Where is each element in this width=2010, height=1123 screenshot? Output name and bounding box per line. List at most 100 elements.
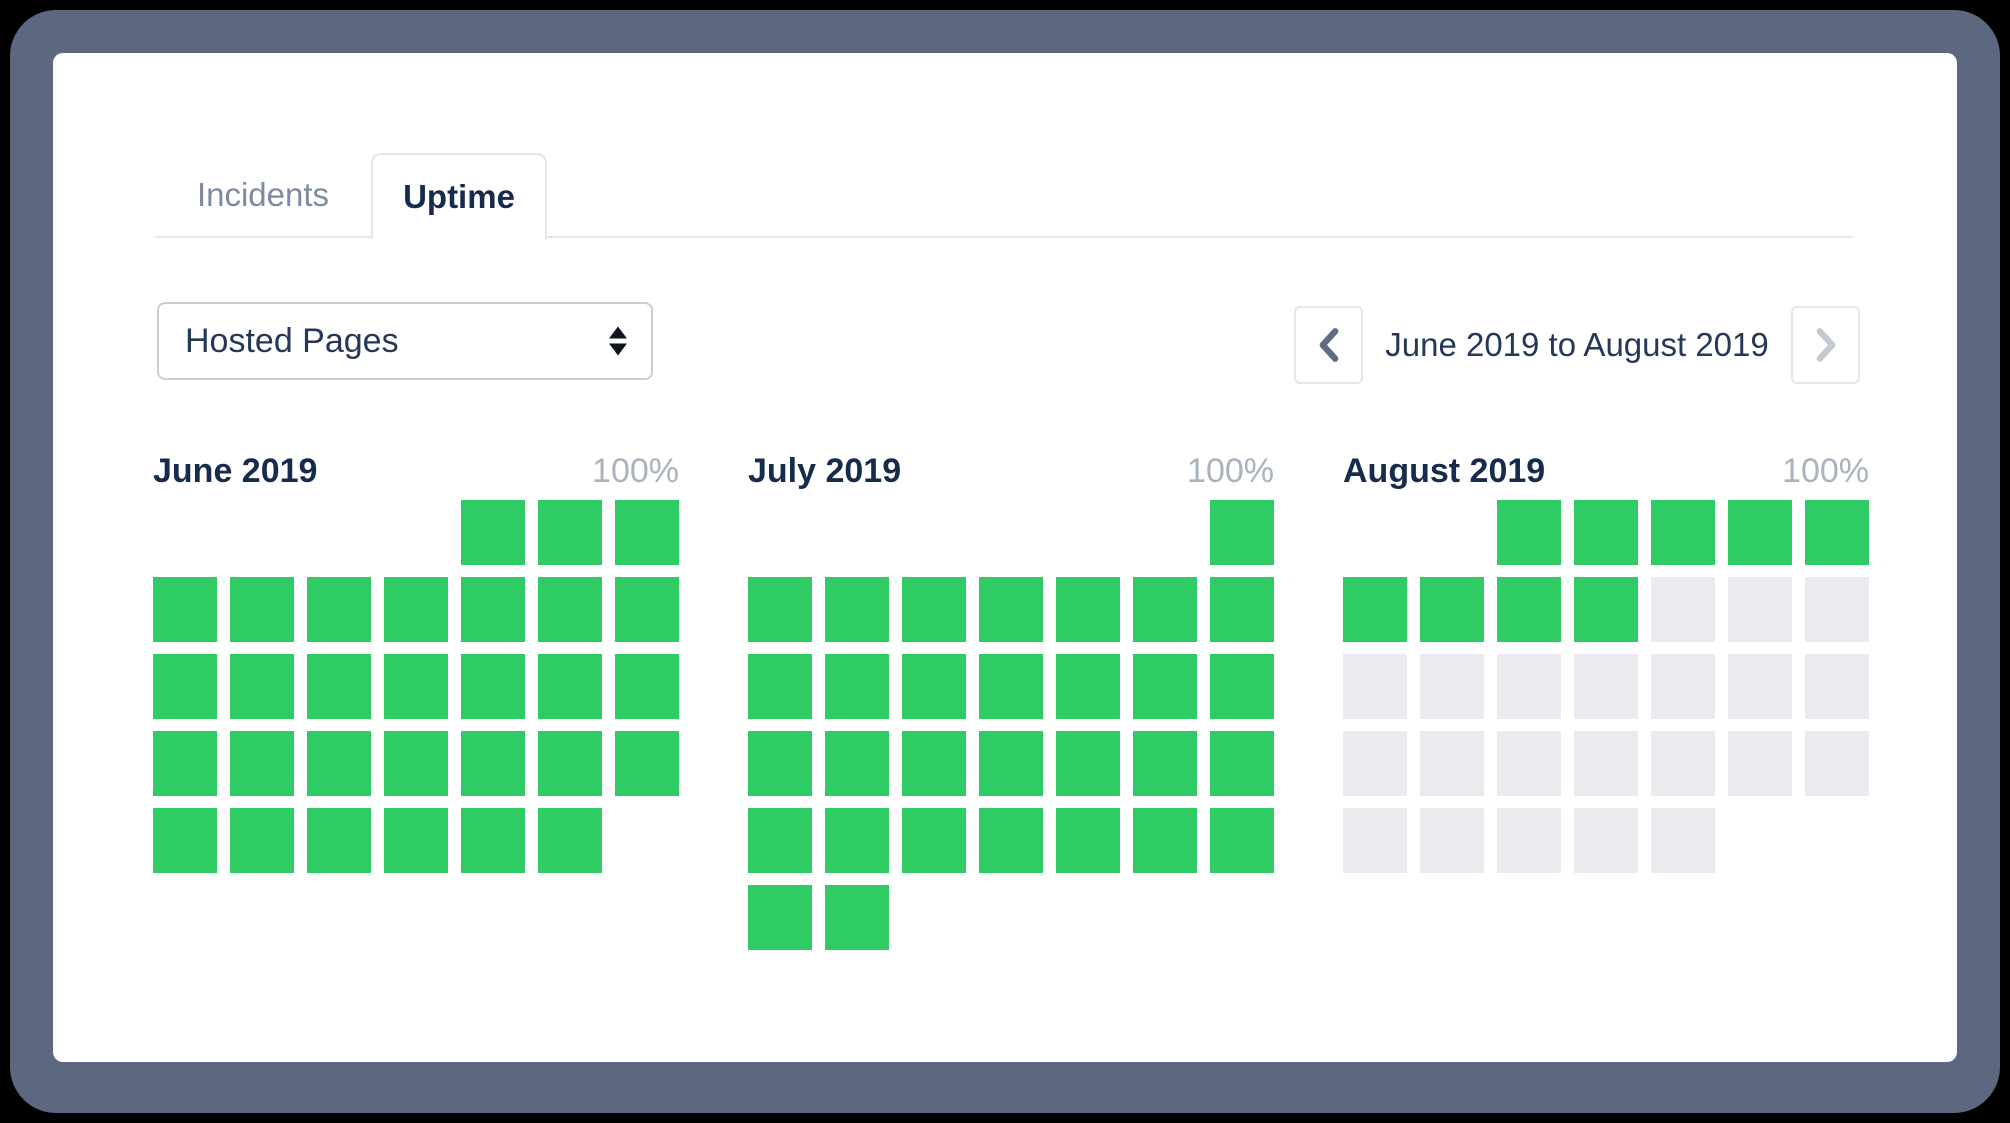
uptime-day-up[interactable] [615, 654, 679, 719]
uptime-day-up[interactable] [1210, 808, 1274, 873]
tab-uptime[interactable]: Uptime [371, 153, 547, 239]
uptime-day-up[interactable] [979, 731, 1043, 796]
uptime-day-up[interactable] [461, 654, 525, 719]
uptime-day-future[interactable] [1574, 731, 1638, 796]
page-selector[interactable]: Hosted Pages [157, 302, 653, 380]
uptime-day-up[interactable] [1056, 654, 1120, 719]
uptime-day-up[interactable] [307, 808, 371, 873]
uptime-day-up[interactable] [1210, 731, 1274, 796]
uptime-day-up[interactable] [979, 577, 1043, 642]
uptime-day-up[interactable] [1133, 654, 1197, 719]
uptime-day-up[interactable] [230, 654, 294, 719]
uptime-day-up[interactable] [979, 654, 1043, 719]
uptime-day-up[interactable] [1805, 500, 1869, 565]
uptime-day-up[interactable] [1210, 654, 1274, 719]
uptime-day-future[interactable] [1805, 577, 1869, 642]
uptime-day-up[interactable] [230, 577, 294, 642]
uptime-day-up[interactable] [1497, 577, 1561, 642]
uptime-day-up[interactable] [538, 808, 602, 873]
uptime-day-up[interactable] [1574, 577, 1638, 642]
uptime-day-up[interactable] [153, 731, 217, 796]
uptime-day-up[interactable] [979, 808, 1043, 873]
uptime-day-up[interactable] [1210, 577, 1274, 642]
uptime-day-up[interactable] [307, 654, 371, 719]
uptime-day-future[interactable] [1420, 808, 1484, 873]
uptime-day-up[interactable] [384, 808, 448, 873]
uptime-day-up[interactable] [384, 577, 448, 642]
uptime-day-up[interactable] [461, 500, 525, 565]
tab-incidents[interactable]: Incidents [155, 153, 371, 237]
uptime-day-up[interactable] [748, 577, 812, 642]
uptime-day-future[interactable] [1497, 808, 1561, 873]
uptime-day-up[interactable] [615, 500, 679, 565]
uptime-day-up[interactable] [153, 577, 217, 642]
uptime-day-future[interactable] [1651, 577, 1715, 642]
month-uptime-percent: 100% [1782, 452, 1869, 490]
uptime-day-up[interactable] [1133, 808, 1197, 873]
uptime-day-up[interactable] [902, 808, 966, 873]
month-uptime-percent: 100% [592, 452, 679, 490]
uptime-day-up[interactable] [1574, 500, 1638, 565]
uptime-day-up[interactable] [615, 731, 679, 796]
uptime-day-up[interactable] [615, 577, 679, 642]
uptime-day-up[interactable] [461, 808, 525, 873]
uptime-day-up[interactable] [1133, 577, 1197, 642]
uptime-day-future[interactable] [1651, 808, 1715, 873]
uptime-day-up[interactable] [230, 731, 294, 796]
uptime-day-future[interactable] [1343, 654, 1407, 719]
uptime-day-future[interactable] [1728, 654, 1792, 719]
uptime-day-up[interactable] [825, 654, 889, 719]
uptime-day-future[interactable] [1343, 808, 1407, 873]
uptime-day-up[interactable] [1728, 500, 1792, 565]
uptime-day-up[interactable] [1056, 577, 1120, 642]
uptime-day-up[interactable] [748, 885, 812, 950]
uptime-day-future[interactable] [1728, 731, 1792, 796]
uptime-day-up[interactable] [538, 577, 602, 642]
tab-uptime-label: Uptime [403, 178, 515, 215]
uptime-day-up[interactable] [825, 577, 889, 642]
uptime-day-up[interactable] [538, 731, 602, 796]
uptime-day-up[interactable] [748, 808, 812, 873]
uptime-day-up[interactable] [748, 654, 812, 719]
uptime-day-future[interactable] [1497, 731, 1561, 796]
uptime-day-up[interactable] [307, 577, 371, 642]
uptime-day-future[interactable] [1420, 731, 1484, 796]
uptime-day-up[interactable] [1497, 500, 1561, 565]
uptime-day-future[interactable] [1497, 654, 1561, 719]
uptime-day-up[interactable] [1056, 731, 1120, 796]
uptime-day-up[interactable] [902, 577, 966, 642]
uptime-day-up[interactable] [902, 654, 966, 719]
uptime-day-future[interactable] [1651, 654, 1715, 719]
uptime-day-up[interactable] [538, 500, 602, 565]
uptime-day-up[interactable] [1420, 577, 1484, 642]
uptime-day-up[interactable] [825, 731, 889, 796]
uptime-day-up[interactable] [384, 731, 448, 796]
uptime-day-future[interactable] [1574, 808, 1638, 873]
uptime-day-future[interactable] [1651, 731, 1715, 796]
uptime-day-future[interactable] [1574, 654, 1638, 719]
uptime-day-up[interactable] [230, 808, 294, 873]
prev-range-button[interactable] [1294, 306, 1363, 384]
uptime-day-up[interactable] [384, 654, 448, 719]
uptime-day-up[interactable] [902, 731, 966, 796]
uptime-day-up[interactable] [825, 885, 889, 950]
uptime-day-future[interactable] [1343, 731, 1407, 796]
uptime-day-up[interactable] [1210, 500, 1274, 565]
uptime-day-up[interactable] [307, 731, 371, 796]
uptime-day-future[interactable] [1805, 731, 1869, 796]
uptime-day-up[interactable] [748, 731, 812, 796]
uptime-day-future[interactable] [1420, 654, 1484, 719]
uptime-day-up[interactable] [1056, 808, 1120, 873]
uptime-day-up[interactable] [1651, 500, 1715, 565]
uptime-day-up[interactable] [1133, 731, 1197, 796]
uptime-day-up[interactable] [538, 654, 602, 719]
uptime-day-up[interactable] [461, 577, 525, 642]
uptime-day-future[interactable] [1805, 654, 1869, 719]
uptime-day-up[interactable] [153, 808, 217, 873]
uptime-day-up[interactable] [825, 808, 889, 873]
uptime-day-up[interactable] [1343, 577, 1407, 642]
next-range-button[interactable] [1791, 306, 1860, 384]
uptime-day-future[interactable] [1728, 577, 1792, 642]
uptime-day-up[interactable] [461, 731, 525, 796]
uptime-day-up[interactable] [153, 654, 217, 719]
